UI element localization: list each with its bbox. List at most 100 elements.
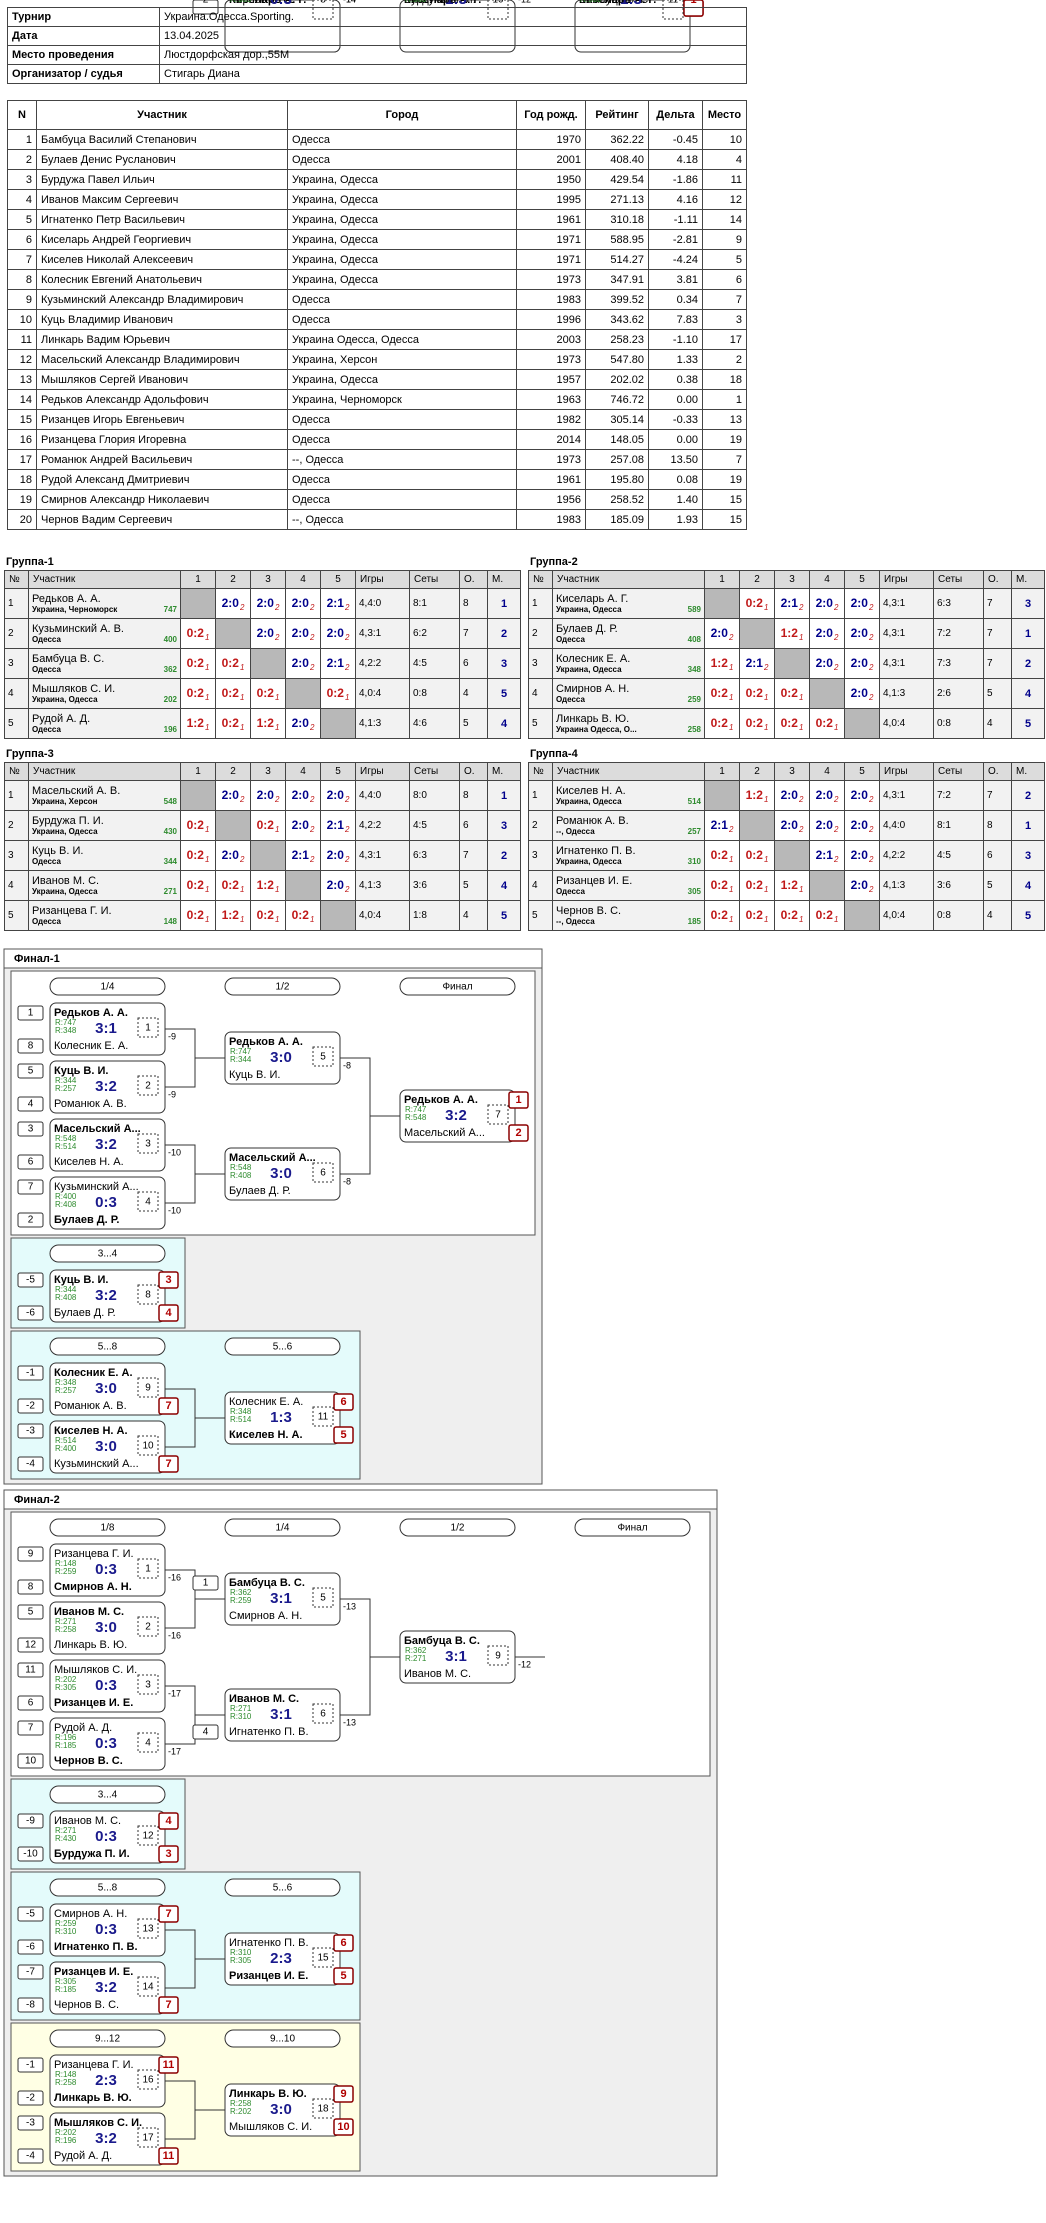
player-name: Смирнов А. Н. <box>54 1581 132 1593</box>
seed-box <box>17 1121 44 1137</box>
player-name: Смирнов А. Н. <box>556 683 630 695</box>
cell: 1957 <box>516 369 586 390</box>
result-cell: 2:02 <box>250 618 286 649</box>
player-cell: Киселев Н. А. Украина, Одесса 514 <box>552 780 705 811</box>
games: 4,3:1 <box>879 648 934 679</box>
cell: 746.72 <box>585 389 649 410</box>
place: 9 <box>340 2088 346 2100</box>
result-cell: 0:21 <box>774 678 810 709</box>
result-score: 1:2 <box>256 877 274 892</box>
participant-row: 18 Рудой Александ Дмитриевич Одесса 1961 195… <box>7 469 747 490</box>
loser-next: -10 <box>168 1147 181 1157</box>
games: 4,3:1 <box>879 780 934 811</box>
place-box <box>158 1271 179 1289</box>
result-score: 0:2 <box>186 655 204 670</box>
match: Бамбуца В. С.R:362 1 Смирнов А. Н. R:259 3:1… <box>192 1572 356 1626</box>
points: 5 <box>983 870 1012 901</box>
column-header: Участник <box>552 570 705 589</box>
games: 4,2:2 <box>879 840 934 871</box>
player-rating: R:362 <box>405 1646 427 1655</box>
sets: 0:8 <box>933 708 984 739</box>
place: 3 <box>165 1848 171 1860</box>
result-points: 1 <box>204 824 210 834</box>
diagonal-cell <box>215 810 251 841</box>
cell: 2 <box>702 349 747 370</box>
player-name: Романюк А. В. <box>556 815 629 827</box>
match: Мышляков С. И.R:202 -3 Рудой А. Д. R:196 -4 1… <box>17 2112 179 2166</box>
cell: 4 <box>7 189 37 210</box>
place: 4 <box>165 1815 172 1827</box>
column-header: Сеты <box>409 762 460 781</box>
player-city-line: Украина, Черноморск 747 <box>32 605 177 614</box>
games: 4,2:2 <box>355 648 410 679</box>
result-score: 2:0 <box>815 625 833 640</box>
cell: Ризанцев Игорь Евгеньевич <box>36 409 288 430</box>
player-rating: R:305 <box>55 1683 77 1692</box>
result-score: 1:2 <box>780 625 798 640</box>
match-number: 6 <box>320 1168 326 1179</box>
cell: Романюк Андрей Васильевич <box>36 449 288 470</box>
row-number: 5 <box>4 900 29 931</box>
match-number: 18 <box>317 2104 329 2115</box>
sets: 2:6 <box>933 678 984 709</box>
row-number: 5 <box>528 900 553 931</box>
result-points: 1 <box>833 722 839 732</box>
seed-box <box>17 1179 44 1195</box>
group-row: 4 Ризанцев И. Е. Одесса 305 0:21 0:21 1:21 2:02… <box>528 870 1045 901</box>
seed: -6 <box>26 1308 35 1319</box>
player-name: Иванов М. С. <box>229 1693 299 1705</box>
player-name: Иванов М. С. <box>54 1815 121 1827</box>
cell: 258.52 <box>585 489 649 510</box>
player-cell: Ризанцев И. Е. Одесса 305 <box>552 870 705 901</box>
match-box <box>49 1810 166 1864</box>
player-name: Бамбуца В. С. <box>229 1577 305 1589</box>
seed-box <box>17 1753 44 1769</box>
player-rating: R:148 <box>55 2070 77 2079</box>
result-points: 1 <box>204 662 210 672</box>
result-cell: 2:02 <box>285 810 321 841</box>
player-cell: Романюк А. В. --, Одесса 257 <box>552 810 705 841</box>
result-points: 2 <box>309 794 315 804</box>
cell: -0.33 <box>648 409 703 430</box>
cell: Линкарь Вадим Юрьевич <box>36 329 288 350</box>
result-points: 1 <box>274 914 280 924</box>
points: 6 <box>459 648 488 679</box>
place: 7 <box>165 1400 171 1412</box>
result-score: 2:0 <box>256 787 274 802</box>
column-header: 3 <box>774 762 810 781</box>
place-box <box>158 1845 179 1863</box>
diagonal-cell <box>704 588 740 619</box>
result-points: 2 <box>868 884 874 894</box>
result-points: 2 <box>833 824 839 834</box>
match: Ризанцев И. Е.R:305 -7 Чернов В. С. R:185 -8… <box>17 1961 179 2015</box>
player-rating: R:408 <box>55 1200 77 1209</box>
player-rating: R:310 <box>230 1948 252 1957</box>
player-cell: Куць В. И. Одесса 344 <box>28 840 181 871</box>
match-number: 14 <box>142 1982 154 1993</box>
column-header: 1 <box>704 762 740 781</box>
info-value: 13.04.2025 <box>159 26 747 46</box>
result-score: 1:2 <box>710 655 728 670</box>
player-rating: R:514 <box>55 1142 77 1151</box>
group-table: № Участник 1 2 3 4 5 Игры Сеты О. М. 1 Масельский А.… <box>4 762 521 931</box>
result-points: 2 <box>833 632 839 642</box>
loser-next: -8 <box>343 1060 351 1070</box>
round-header <box>49 1244 166 1263</box>
result-points: 1 <box>309 914 315 924</box>
games: 4,1:3 <box>879 678 934 709</box>
place: 2 <box>515 1127 521 1139</box>
seed-box <box>17 1813 44 1829</box>
result-points: 1 <box>728 854 734 864</box>
cell: Украина, Одесса <box>287 249 517 270</box>
match: Редьков А. А.R:747 1 Колесник Е. А. R:348 8 3… <box>17 1002 176 1056</box>
cell: Куць Владимир Иванович <box>36 309 288 330</box>
round-header <box>224 1518 341 1537</box>
result-cell: 0:21 <box>809 900 845 931</box>
place: 4 <box>165 1307 172 1319</box>
match-box <box>49 1269 166 1323</box>
player-rating: R:271 <box>55 1826 77 1835</box>
column-header: Год рожд. <box>516 100 586 130</box>
result-cell: 1:21 <box>215 900 251 931</box>
place-box <box>333 1934 354 1952</box>
header-row: № Участник 1 2 3 4 5 Игры Сеты О. М. <box>4 762 521 781</box>
